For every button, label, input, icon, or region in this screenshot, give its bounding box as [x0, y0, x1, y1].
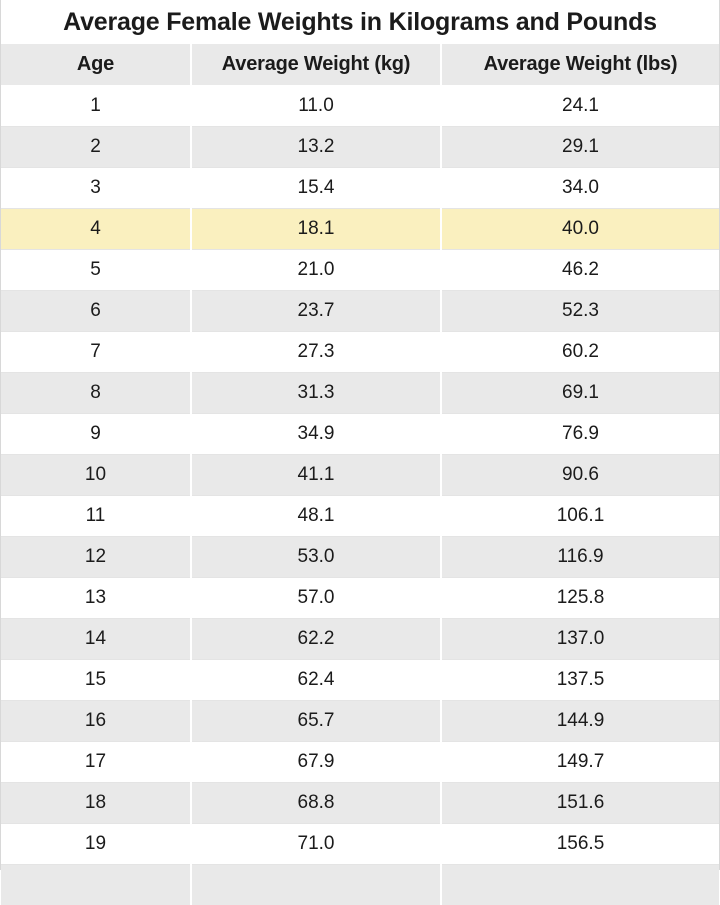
cell-weight-kg: 34.9: [190, 413, 441, 455]
column-header-age: Age: [1, 44, 191, 86]
cell-weight-kg: 18.1: [190, 208, 441, 250]
cell-weight-kg: [190, 864, 441, 905]
table-body: 1 11.0 24.1 2 13.2 29.1 3 15.4 34.0 4 18…: [1, 85, 719, 905]
table-row: 15 62.4 137.5: [1, 659, 719, 701]
cell-age: 5: [1, 249, 191, 291]
cell-age: 9: [1, 413, 191, 455]
cell-weight-lbs: 149.7: [440, 741, 719, 783]
table-row: 11 48.1 106.1: [1, 495, 719, 537]
cell-age: 1: [1, 85, 191, 127]
table-row-highlighted: 4 18.1 40.0: [1, 208, 719, 250]
cell-weight-kg: 68.8: [190, 782, 441, 824]
cell-weight-kg: 31.3: [190, 372, 441, 414]
average-female-weights-table: Age Average Weight (kg) Average Weight (…: [1, 44, 719, 905]
cell-weight-kg: 27.3: [190, 331, 441, 373]
cell-age: 15: [1, 659, 191, 701]
cell-weight-lbs: 76.9: [440, 413, 719, 455]
cell-weight-kg: 53.0: [190, 536, 441, 578]
cell-weight-lbs: 24.1: [440, 85, 719, 127]
cell-weight-lbs: 137.5: [440, 659, 719, 701]
table-row: 19 71.0 156.5: [1, 823, 719, 865]
cell-weight-kg: 65.7: [190, 700, 441, 742]
cell-age: 7: [1, 331, 191, 373]
cell-weight-lbs: 46.2: [440, 249, 719, 291]
cell-weight-lbs: 137.0: [440, 618, 719, 660]
cell-weight-kg: 15.4: [190, 167, 441, 209]
table-row: 17 67.9 149.7: [1, 741, 719, 783]
column-header-weight-kg: Average Weight (kg): [190, 44, 441, 86]
table-row: 16 65.7 144.9: [1, 700, 719, 742]
cell-weight-lbs: 151.6: [440, 782, 719, 824]
table-header: Age Average Weight (kg) Average Weight (…: [1, 44, 719, 86]
table-row: 18 68.8 151.6: [1, 782, 719, 824]
cell-weight-lbs: 156.5: [440, 823, 719, 865]
cell-weight-kg: 13.2: [190, 126, 441, 168]
cell-weight-kg: 57.0: [190, 577, 441, 619]
cell-age: 14: [1, 618, 191, 660]
cell-age: 8: [1, 372, 191, 414]
table-row-partial: [1, 864, 719, 905]
cell-weight-lbs: [440, 864, 719, 905]
cell-weight-lbs: 29.1: [440, 126, 719, 168]
cell-weight-kg: 62.2: [190, 618, 441, 660]
cell-age: 18: [1, 782, 191, 824]
table-row: 10 41.1 90.6: [1, 454, 719, 496]
cell-age: 13: [1, 577, 191, 619]
table-row: 5 21.0 46.2: [1, 249, 719, 291]
cell-weight-lbs: 52.3: [440, 290, 719, 332]
cell-weight-kg: 41.1: [190, 454, 441, 496]
cell-weight-lbs: 125.8: [440, 577, 719, 619]
table-row: 1 11.0 24.1: [1, 85, 719, 127]
table-row: 13 57.0 125.8: [1, 577, 719, 619]
cell-age: 11: [1, 495, 191, 537]
cell-weight-lbs: 69.1: [440, 372, 719, 414]
cell-age: 2: [1, 126, 191, 168]
table-row: 8 31.3 69.1: [1, 372, 719, 414]
table-row: 9 34.9 76.9: [1, 413, 719, 455]
table-row: 7 27.3 60.2: [1, 331, 719, 373]
page-title: Average Female Weights in Kilograms and …: [1, 0, 719, 44]
cell-weight-lbs: 60.2: [440, 331, 719, 373]
cell-weight-lbs: 106.1: [440, 495, 719, 537]
table-row: 2 13.2 29.1: [1, 126, 719, 168]
cell-weight-lbs: 116.9: [440, 536, 719, 578]
cell-weight-kg: 23.7: [190, 290, 441, 332]
cell-weight-kg: 21.0: [190, 249, 441, 291]
cell-age: 12: [1, 536, 191, 578]
cell-age: 6: [1, 290, 191, 332]
cell-weight-lbs: 144.9: [440, 700, 719, 742]
cell-age: 19: [1, 823, 191, 865]
header-row: Age Average Weight (kg) Average Weight (…: [1, 44, 719, 86]
cell-age: 4: [1, 208, 191, 250]
cell-weight-kg: 67.9: [190, 741, 441, 783]
cell-age: 16: [1, 700, 191, 742]
cell-weight-kg: 48.1: [190, 495, 441, 537]
cell-weight-lbs: 34.0: [440, 167, 719, 209]
cell-weight-kg: 11.0: [190, 85, 441, 127]
cell-age: 10: [1, 454, 191, 496]
table-row: 14 62.2 137.0: [1, 618, 719, 660]
cell-weight-lbs: 40.0: [440, 208, 719, 250]
table-row: 6 23.7 52.3: [1, 290, 719, 332]
cell-weight-kg: 62.4: [190, 659, 441, 701]
table-row: 3 15.4 34.0: [1, 167, 719, 209]
cell-age: [1, 864, 191, 905]
cell-weight-kg: 71.0: [190, 823, 441, 865]
cell-age: 17: [1, 741, 191, 783]
page-title-text: Average Female Weights in Kilograms and …: [63, 7, 657, 36]
cell-age: 3: [1, 167, 191, 209]
column-header-weight-lbs: Average Weight (lbs): [440, 44, 719, 86]
cell-weight-lbs: 90.6: [440, 454, 719, 496]
table-row: 12 53.0 116.9: [1, 536, 719, 578]
